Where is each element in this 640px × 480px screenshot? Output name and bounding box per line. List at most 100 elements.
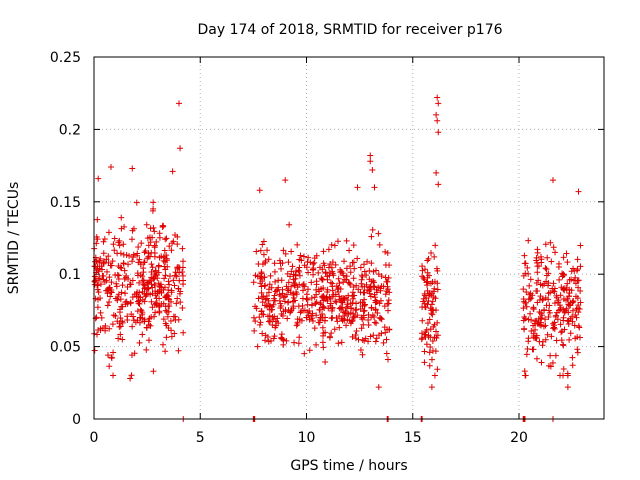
data-point — [282, 306, 289, 313]
plot-frame — [93, 56, 605, 420]
data-point — [428, 310, 435, 317]
data-point — [385, 307, 392, 314]
data-point — [367, 158, 374, 165]
data-point — [576, 324, 583, 331]
data-point — [564, 372, 571, 379]
data-point — [113, 280, 120, 287]
data-point — [371, 314, 378, 321]
data-point — [117, 296, 124, 303]
data-point — [573, 306, 580, 313]
data-point — [347, 305, 354, 312]
data-point — [423, 341, 430, 348]
data-point — [429, 298, 436, 305]
data-point — [179, 264, 186, 271]
data-point — [319, 324, 326, 331]
data-point — [158, 289, 165, 296]
data-point — [165, 278, 172, 285]
data-point — [546, 302, 553, 309]
data-point — [162, 236, 169, 243]
data-point — [308, 295, 315, 302]
data-point — [298, 317, 305, 324]
data-point — [337, 269, 344, 276]
data-point — [140, 265, 147, 272]
data-point — [426, 291, 433, 298]
data-point — [358, 280, 365, 287]
data-point — [286, 221, 293, 228]
data-point — [269, 322, 276, 329]
data-point — [271, 260, 278, 267]
data-point — [536, 338, 543, 345]
data-point — [133, 293, 140, 300]
data-point — [333, 299, 340, 306]
data-point — [320, 248, 327, 255]
data-point — [521, 260, 528, 267]
data-point — [563, 305, 570, 312]
data-point — [368, 260, 375, 267]
data-point — [542, 322, 549, 329]
data-point — [435, 100, 442, 107]
data-point — [258, 289, 265, 296]
data-point — [540, 296, 547, 303]
data-point — [258, 311, 265, 318]
data-point — [537, 315, 544, 322]
data-point — [338, 305, 345, 312]
data-point — [355, 286, 362, 293]
data-point — [574, 256, 581, 263]
data-point — [558, 337, 565, 344]
data-point — [304, 301, 311, 308]
data-point — [541, 307, 548, 314]
data-point — [251, 327, 258, 334]
data-point — [284, 270, 291, 277]
data-point — [170, 313, 177, 320]
data-point — [521, 326, 528, 333]
data-point — [114, 318, 121, 325]
data-point — [275, 277, 282, 284]
data-point — [94, 282, 101, 289]
data-point — [149, 264, 156, 271]
data-point — [94, 236, 101, 243]
data-point — [128, 372, 135, 379]
data-point — [361, 296, 368, 303]
data-point — [151, 228, 158, 235]
data-point — [558, 329, 565, 336]
data-point — [418, 336, 425, 343]
data-point — [435, 181, 442, 188]
data-point — [151, 301, 158, 308]
data-point — [378, 330, 385, 337]
data-point — [168, 333, 175, 340]
data-point — [335, 340, 342, 347]
data-point — [434, 280, 441, 287]
data-point — [165, 324, 172, 331]
data-point — [360, 289, 367, 296]
data-point — [281, 298, 288, 305]
data-point — [130, 225, 137, 232]
data-point — [371, 319, 378, 326]
data-point — [257, 247, 264, 254]
data-point — [108, 279, 115, 286]
data-point — [272, 278, 279, 285]
data-point — [424, 257, 431, 264]
data-point — [112, 295, 119, 302]
data-point — [418, 330, 425, 337]
data-point — [547, 239, 554, 246]
data-point — [350, 275, 357, 282]
data-point — [377, 314, 384, 321]
y-tick-label: 0 — [72, 412, 81, 428]
data-point — [354, 255, 361, 262]
data-point — [118, 265, 125, 272]
data-point — [293, 322, 300, 329]
data-point — [537, 293, 544, 300]
data-point — [174, 241, 181, 248]
data-point — [260, 251, 267, 258]
data-point — [266, 306, 273, 313]
data-point — [320, 332, 327, 339]
data-point — [553, 337, 560, 344]
data-point — [326, 293, 333, 300]
data-point — [110, 372, 117, 379]
data-point — [542, 336, 549, 343]
data-point — [101, 235, 108, 242]
data-point — [106, 274, 113, 281]
data-point — [306, 308, 313, 315]
data-point — [357, 346, 364, 353]
y-tick-label: 0.05 — [50, 340, 81, 356]
